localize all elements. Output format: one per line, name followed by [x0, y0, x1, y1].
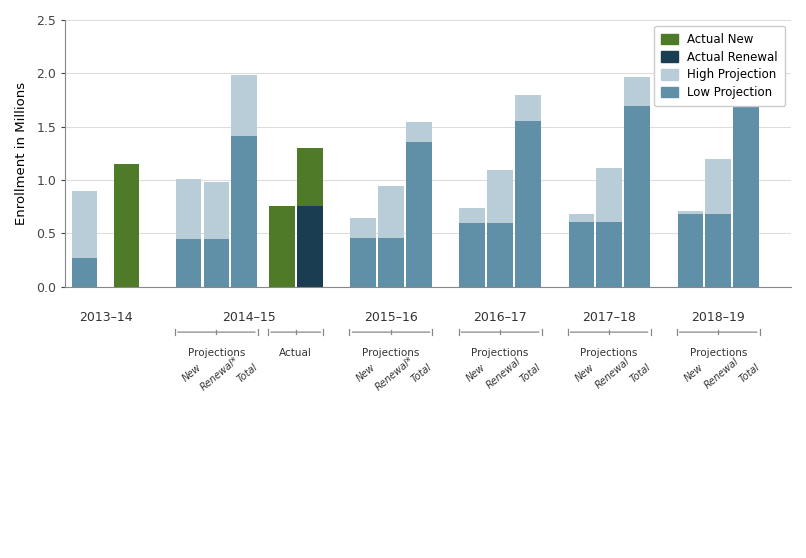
- Bar: [596, 222, 622, 287]
- Bar: [624, 76, 650, 107]
- Bar: [72, 191, 98, 258]
- Bar: [733, 62, 759, 89]
- Text: New: New: [181, 363, 203, 384]
- Text: New: New: [683, 363, 705, 384]
- Bar: [72, 258, 98, 287]
- Bar: [378, 238, 404, 287]
- Bar: [596, 169, 622, 222]
- Text: Total: Total: [519, 362, 543, 384]
- Text: Actual: Actual: [280, 348, 312, 358]
- Bar: [231, 75, 257, 136]
- Text: Projections: Projections: [188, 348, 245, 358]
- Bar: [705, 158, 731, 214]
- Text: Total: Total: [235, 362, 260, 384]
- Bar: [378, 186, 404, 238]
- Bar: [487, 170, 513, 223]
- Text: 2014–15: 2014–15: [222, 311, 276, 324]
- Text: 2016–17: 2016–17: [473, 311, 527, 324]
- Text: Total: Total: [737, 362, 762, 384]
- Text: New: New: [355, 363, 378, 384]
- Bar: [487, 223, 513, 287]
- Text: Renewal: Renewal: [702, 356, 741, 391]
- Bar: [406, 122, 431, 142]
- Text: Projections: Projections: [690, 348, 747, 358]
- Bar: [204, 239, 229, 287]
- Bar: [733, 89, 759, 287]
- Bar: [705, 214, 731, 287]
- Text: Projections: Projections: [362, 348, 420, 358]
- Text: 2013–14: 2013–14: [79, 311, 132, 324]
- Bar: [568, 214, 594, 222]
- Bar: [515, 95, 541, 122]
- Text: 2018–19: 2018–19: [692, 311, 745, 324]
- Bar: [459, 223, 485, 287]
- Text: 2015–16: 2015–16: [364, 311, 418, 324]
- Bar: [678, 214, 704, 287]
- Bar: [568, 222, 594, 287]
- Bar: [351, 238, 376, 287]
- Text: Renewal*: Renewal*: [198, 354, 241, 392]
- Bar: [231, 136, 257, 287]
- Bar: [269, 206, 295, 287]
- Bar: [114, 164, 139, 287]
- Bar: [678, 211, 704, 214]
- Legend: Actual New, Actual Renewal, High Projection, Low Projection: Actual New, Actual Renewal, High Project…: [654, 26, 785, 106]
- Text: Total: Total: [628, 362, 652, 384]
- Bar: [406, 142, 431, 287]
- Text: Renewal*: Renewal*: [373, 354, 415, 392]
- Bar: [515, 122, 541, 287]
- Bar: [351, 219, 376, 238]
- Text: Total: Total: [409, 362, 434, 384]
- Bar: [459, 208, 485, 223]
- Y-axis label: Enrollment in Millions: Enrollment in Millions: [15, 82, 28, 225]
- Text: Projections: Projections: [472, 348, 529, 358]
- Text: 2017–18: 2017–18: [582, 311, 636, 324]
- Bar: [624, 107, 650, 287]
- Text: Renewal: Renewal: [484, 356, 522, 391]
- Bar: [297, 206, 322, 287]
- Text: New: New: [573, 363, 596, 384]
- Text: Renewal: Renewal: [593, 356, 632, 391]
- Bar: [176, 239, 202, 287]
- Bar: [297, 148, 322, 206]
- Bar: [204, 182, 229, 239]
- Text: New: New: [464, 363, 487, 384]
- Text: Projections: Projections: [580, 348, 638, 358]
- Bar: [176, 179, 202, 239]
